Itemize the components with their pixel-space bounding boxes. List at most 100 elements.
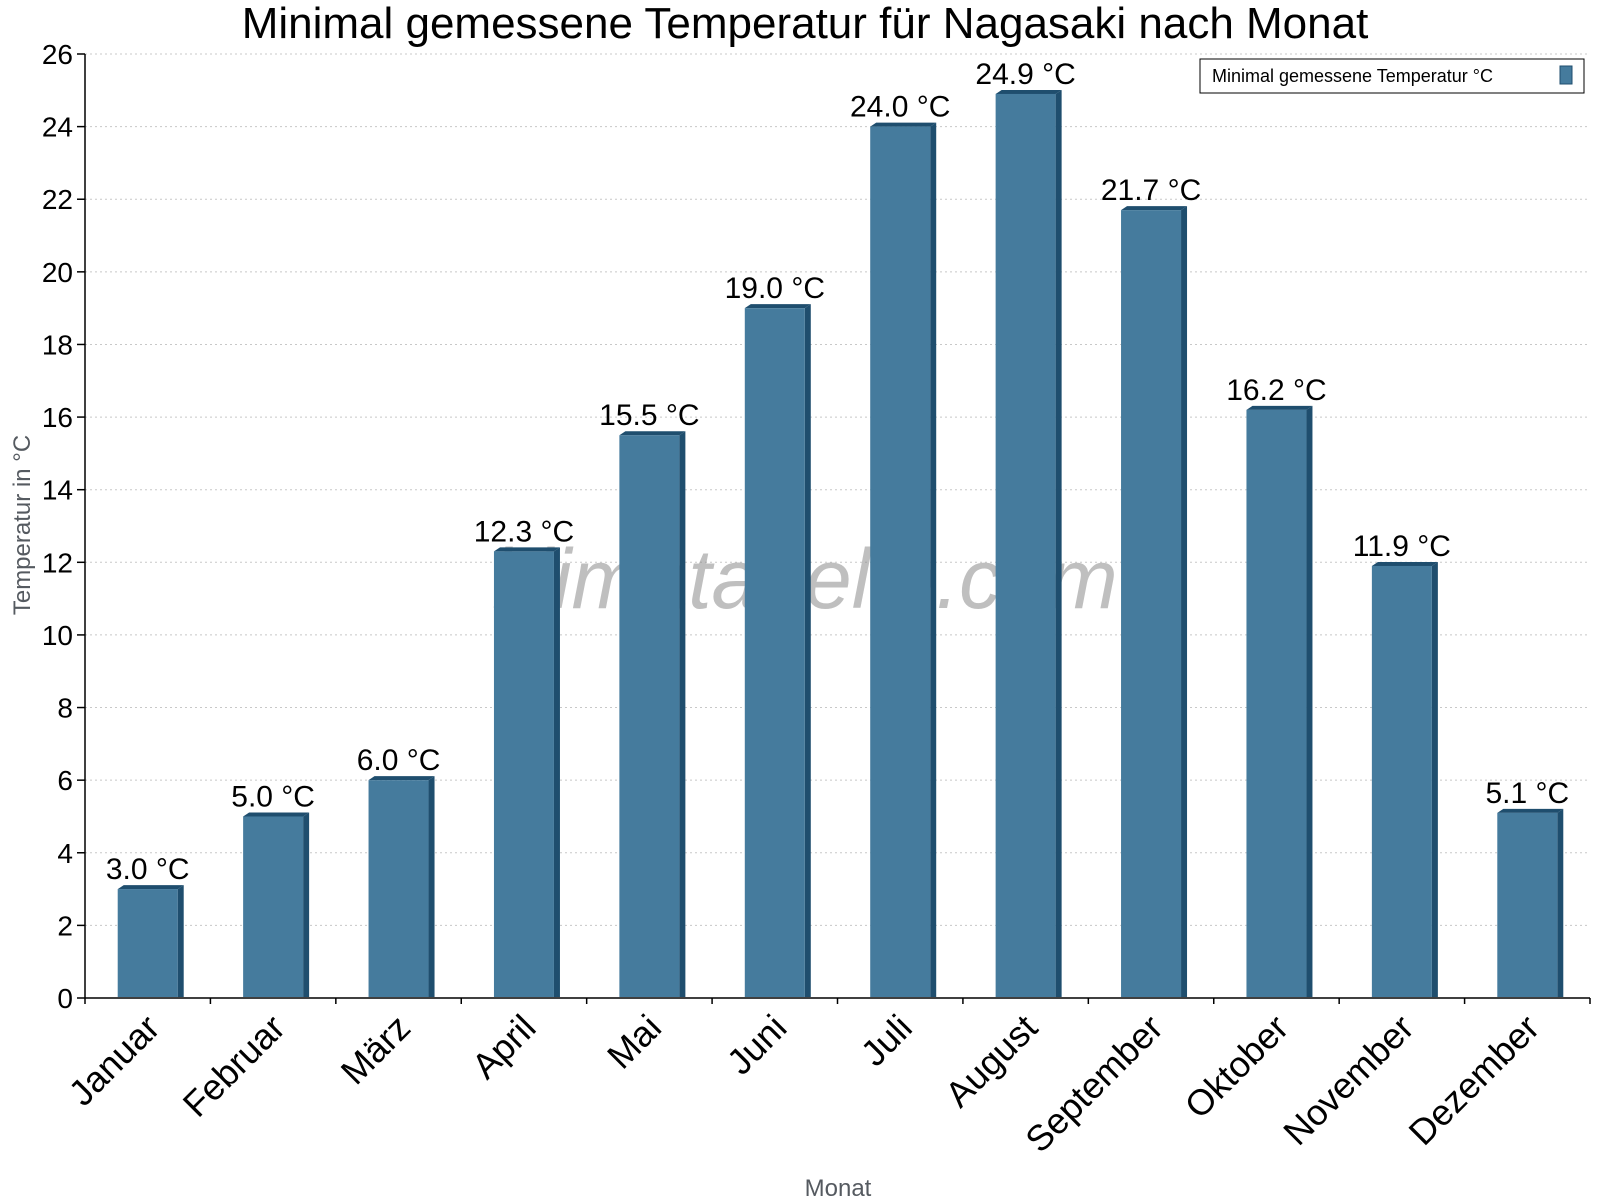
x-axis-title: Monat [805,1175,872,1200]
value-labels: 3.0 °C 5.0 °C 6.0 °C 12.3 °C 15.5 °C 19.0 °C 2… [106,58,1569,886]
chart-title: Minimal gemessene Temperatur für Nagasak… [242,0,1369,48]
bar [870,122,937,998]
value-label: 24.9 °C [975,58,1075,91]
y-tick-label: 6 [57,765,73,796]
y-tick-label: 14 [42,475,73,506]
y-tick-label: 22 [42,184,73,215]
bar-side [1557,808,1564,997]
bar-face [995,93,1056,997]
value-label: 11.9 °C [1353,530,1451,563]
bar [368,776,435,997]
bar [493,547,560,997]
bar-face [1121,210,1182,998]
y-tick-label: 18 [42,329,73,360]
value-label: 19.0 °C [725,272,825,305]
y-tick-label: 4 [57,838,73,869]
x-tick-label: Juli [853,1007,920,1074]
grid-lines [85,53,1590,926]
bar-side [804,304,811,998]
x-tick-label: November [1275,1007,1421,1153]
bar [619,431,686,997]
y-tick-label: 20 [42,257,73,288]
bar-face [744,308,805,998]
value-label: 21.7 °C [1101,174,1201,207]
x-tick-label: Oktober [1177,1007,1297,1127]
y-tick-label: 24 [42,112,73,143]
bar [1497,808,1564,997]
value-label: 16.2 °C [1226,374,1326,407]
bar-top [1497,808,1564,813]
bar-face [368,780,429,997]
bar [243,812,310,997]
bar-top [870,122,937,127]
bar-side [1431,561,1438,997]
bar-top [368,776,435,781]
value-label: 15.5 °C [599,399,699,432]
bar-side [1181,206,1188,998]
bar-face [1246,409,1307,997]
x-tick-label: Juni [719,1007,795,1083]
legend-label: Minimal gemessene Temperatur °C [1212,66,1493,86]
y-tick-label: 10 [42,620,73,651]
x-tick-label: Februar [175,1007,293,1125]
bar [1371,561,1438,997]
x-tick-label: Dezember [1401,1007,1547,1153]
bar-top [1246,405,1313,410]
value-label: 12.3 °C [474,515,574,548]
bar-side [303,812,310,997]
y-tick-label: 26 [42,39,73,70]
bar-face [619,435,680,997]
value-label: 5.1 °C [1485,777,1569,810]
bar-face [1497,812,1558,997]
x-tick-label: Mai [599,1007,669,1077]
value-label: 6.0 °C [357,744,441,777]
value-label: 5.0 °C [231,780,315,813]
bar-face [870,126,931,998]
bar-face [117,889,178,997]
y-tick-label: 2 [57,910,73,941]
y-tick-label: 0 [57,983,73,1014]
value-label: 3.0 °C [106,853,190,886]
x-tick-labels: Januar Februar März April Mai Juni Juli AugustS… [61,998,1591,1161]
y-tick-label: 16 [42,402,73,433]
bar-top [243,812,310,817]
bar-side [177,885,184,997]
bar-side [428,776,435,997]
bar-top [744,304,811,309]
x-tick-label: März [333,1007,419,1093]
bar-top [1371,561,1438,566]
x-tick-label: September [1017,1007,1171,1161]
bar-side [679,431,686,997]
value-label: 24.0 °C [850,91,950,124]
axes [84,54,1590,999]
bar [1121,206,1188,998]
bar-face [1371,565,1432,997]
bar [744,304,811,998]
bar-top [1121,206,1188,211]
y-tick-label: 12 [42,547,73,578]
x-tick-label: August [937,1007,1045,1115]
bars [117,89,1564,998]
bar-top [493,547,560,552]
bar [995,89,1062,997]
bar-top [619,431,686,436]
y-tick-label: 8 [57,693,73,724]
bar-side [553,547,560,997]
legend: Minimal gemessene Temperatur °C [1199,58,1585,94]
bar-top [117,885,184,890]
bar-top [995,89,1062,94]
bar-side [930,122,937,998]
bar-side [1055,89,1062,997]
bar [117,885,184,997]
bar-face [243,816,304,997]
bar-face [493,551,554,997]
bar [1246,405,1313,997]
x-tick-label: Januar [61,1007,168,1114]
legend-box [1199,58,1585,94]
x-tick-label: April [464,1007,544,1087]
y-axis-title: Temperatur in °C [9,435,36,615]
bar-side [1306,405,1313,997]
legend-swatch [1559,65,1573,85]
